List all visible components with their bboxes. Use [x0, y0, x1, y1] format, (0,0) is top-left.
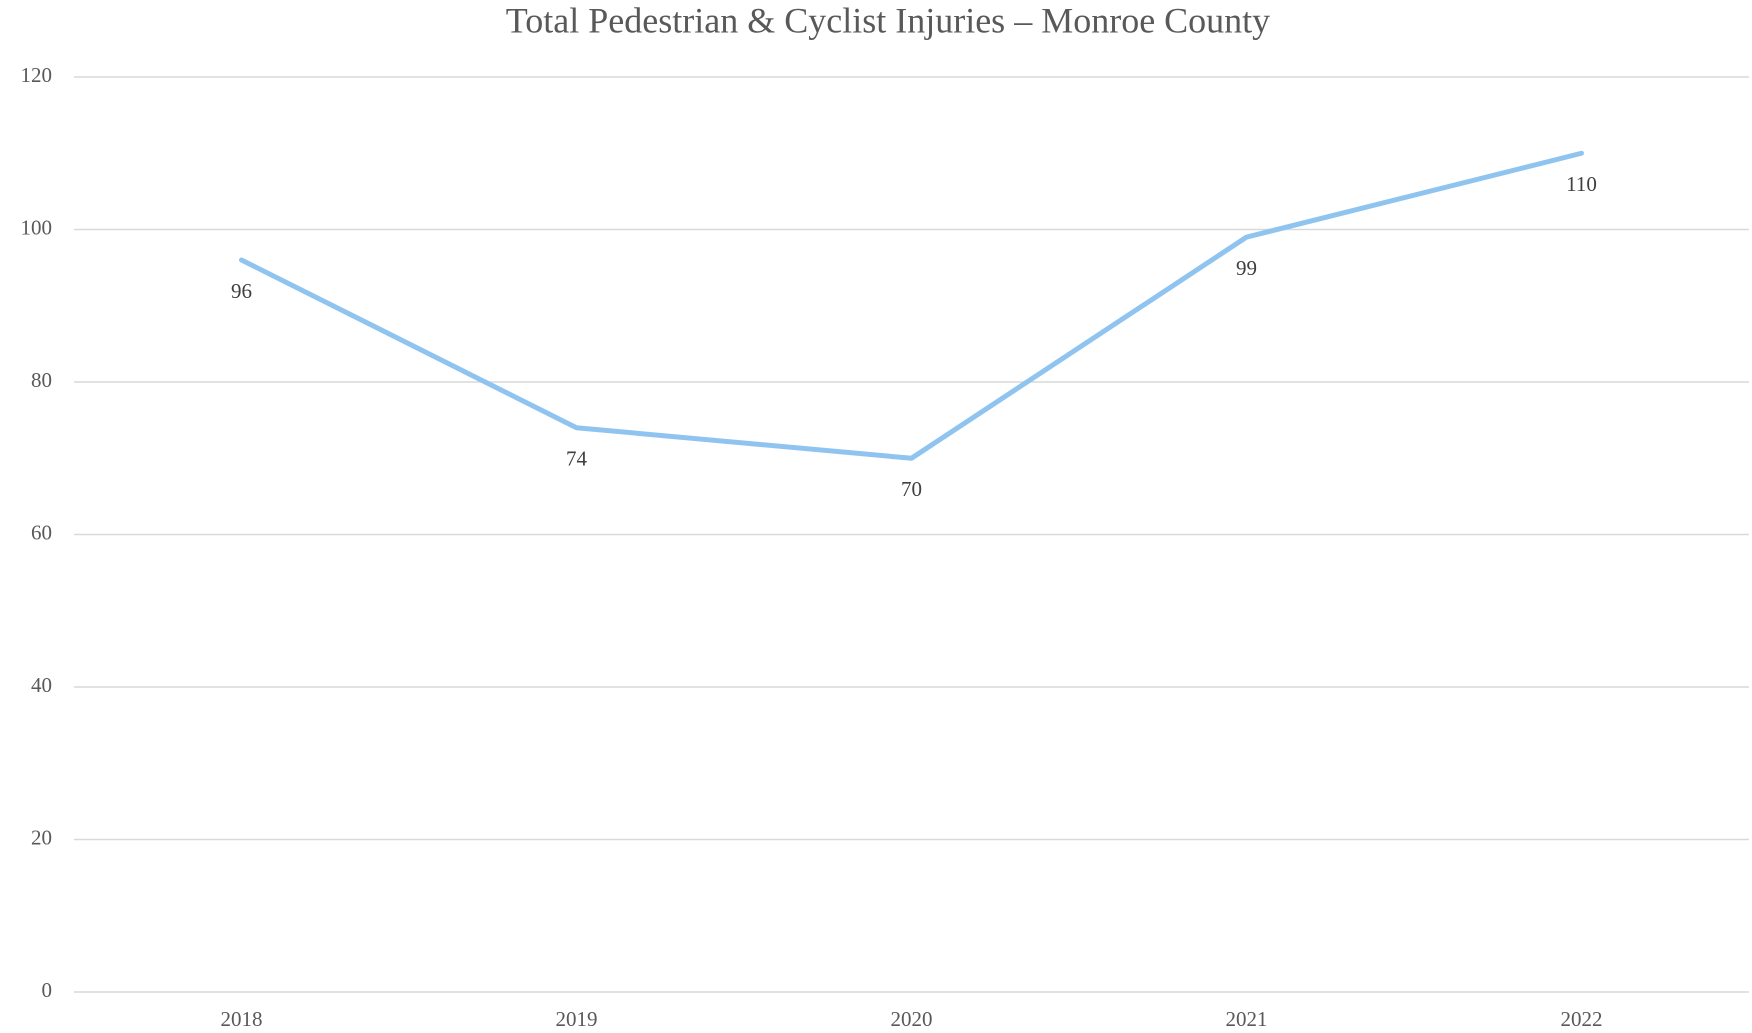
x-tick-label: 2021	[1226, 1007, 1268, 1031]
y-tick-label: 80	[31, 368, 52, 392]
y-tick-label: 60	[31, 520, 52, 544]
x-tick-label: 2022	[1561, 1007, 1603, 1031]
data-label: 99	[1236, 256, 1257, 280]
line	[239, 150, 1584, 461]
data-label: 74	[566, 447, 588, 471]
x-tick-label: 2018	[221, 1007, 263, 1031]
y-tick-label: 0	[42, 978, 53, 1002]
data-label: 96	[231, 279, 252, 303]
chart-title: Total Pedestrian & Cyclist Injuries – Mo…	[506, 0, 1270, 40]
data-label: 110	[1566, 172, 1597, 196]
x-tick-label: 2020	[891, 1007, 933, 1031]
y-tick-label: 100	[21, 215, 53, 239]
x-tick-label: 2019	[556, 1007, 598, 1031]
y-tick-label: 20	[31, 825, 52, 849]
y-tick-label: 120	[21, 63, 53, 87]
y-tick-label: 40	[31, 673, 52, 697]
data-label: 70	[901, 477, 922, 501]
